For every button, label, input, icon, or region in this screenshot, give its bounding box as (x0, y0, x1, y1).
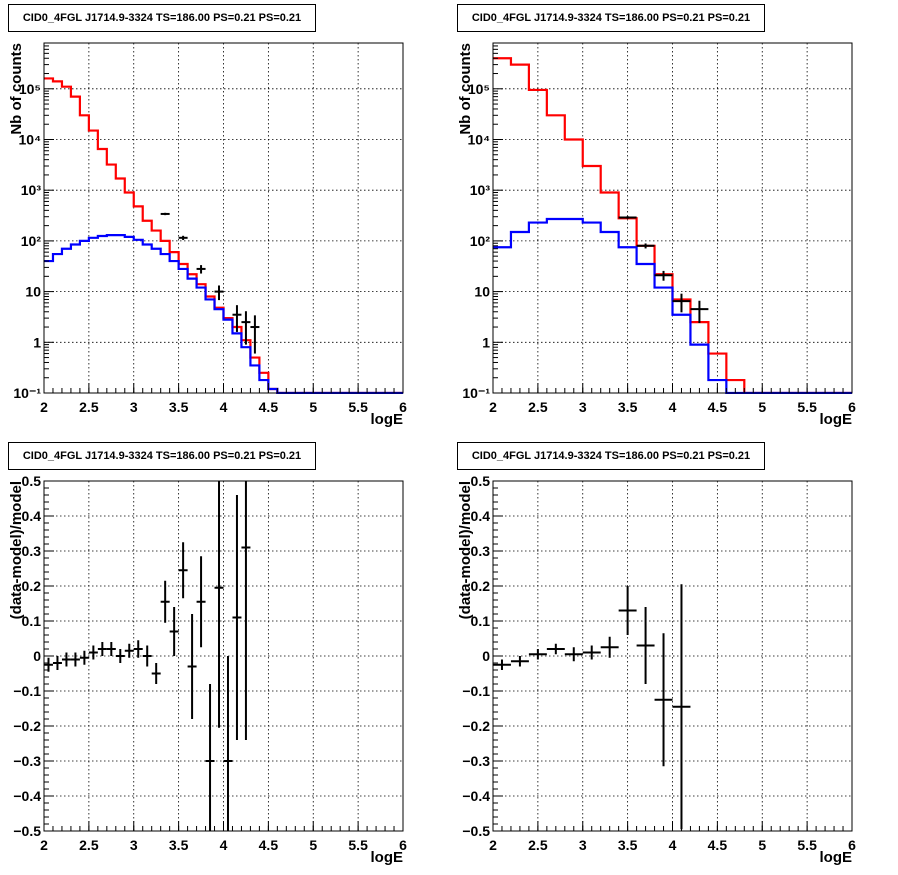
x-tick-label: 5 (758, 399, 766, 415)
y-tick-label: 0.4 (471, 508, 491, 524)
y-tick-label: 1 (482, 334, 490, 350)
x-tick-label: 6 (848, 399, 856, 415)
y-tick-label: −0.2 (13, 718, 41, 734)
x-tick-label: 6 (848, 837, 856, 853)
y-tick-label: 0.5 (22, 473, 42, 489)
x-tick-label: 5 (309, 399, 317, 415)
y-tick-label: 0.4 (22, 508, 42, 524)
y-tick-label: 0.5 (471, 473, 491, 489)
y-tick-label: −0.4 (13, 788, 41, 804)
y-tick-label: 0.2 (471, 578, 491, 594)
x-tick-label: 2 (40, 399, 48, 415)
x-tick-label: 4.5 (259, 399, 279, 415)
x-axis-title: logE (371, 849, 404, 866)
x-tick-label: 4.5 (708, 837, 728, 853)
x-tick-label: 3.5 (169, 837, 189, 853)
y-axis-title: (data-model)/model (457, 481, 474, 619)
y-tick-label: 1 (33, 334, 41, 350)
x-tick-label: 2.5 (79, 837, 99, 853)
y-tick-label: 10⁵ (19, 81, 41, 97)
y-tick-label: −0.1 (462, 683, 490, 699)
chart-title: CID0_4FGL J1714.9-3324 TS=186.00 PS=0.21… (457, 4, 765, 32)
x-tick-label: 5 (758, 837, 766, 853)
y-axis-title: Nb of counts (457, 43, 474, 135)
y-tick-label: 0 (33, 648, 41, 664)
y-tick-label: 10⁴ (468, 131, 491, 147)
x-tick-label: 4 (669, 837, 677, 853)
y-tick-label: 0 (482, 648, 490, 664)
y-tick-label: 10 (474, 284, 490, 300)
y-tick-label: −0.5 (462, 823, 490, 839)
x-tick-label: 3.5 (169, 399, 189, 415)
chart-title: CID0_4FGL J1714.9-3324 TS=186.00 PS=0.21… (457, 442, 765, 470)
y-tick-label: 0.1 (22, 613, 42, 629)
y-tick-label: 0.3 (22, 543, 42, 559)
y-tick-label: 0.3 (471, 543, 491, 559)
y-tick-label: 0.2 (22, 578, 42, 594)
y-tick-label: −0.3 (462, 753, 490, 769)
x-tick-label: 4.5 (708, 399, 728, 415)
y-tick-label: 10⁻¹ (13, 385, 41, 401)
x-tick-label: 2 (40, 837, 48, 853)
y-tick-label: −0.3 (13, 753, 41, 769)
pad-top-left: 2 2.5 3 3.5 4 4.5 5 5.5 6 10⁻¹ 1 10 10² 10³ 10⁴ 10⁵ logE… (0, 0, 449, 437)
x-tick-label: 4 (669, 399, 677, 415)
series-1-hist-line (493, 217, 852, 394)
y-tick-label: 10² (21, 233, 42, 249)
chart-title: CID0_4FGL J1714.9-3324 TS=186.00 PS=0.21… (8, 4, 316, 32)
x-axis-title: logE (820, 411, 853, 428)
x-tick-label: 6 (399, 399, 407, 415)
chart-residuals-fine: 2 2.5 3 3.5 4 4.5 5 5.5 6 −0.5 −0.4 −0.3 −0.2 −0.1 0 0.… (8, 473, 407, 866)
y-tick-label: 10⁻¹ (462, 385, 490, 401)
x-tick-label: 2.5 (528, 399, 548, 415)
x-tick-label: 3 (579, 399, 587, 415)
x-tick-label: 3 (130, 399, 138, 415)
x-tick-label: 3 (130, 837, 138, 853)
x-axis-title: logE (820, 849, 853, 866)
x-tick-label: 5.5 (797, 837, 817, 853)
x-tick-label: 4.5 (259, 837, 279, 853)
x-tick-label: 3.5 (618, 837, 638, 853)
x-tick-label: 4 (220, 399, 228, 415)
y-tick-label: 10⁴ (19, 131, 42, 147)
x-tick-label: 5 (309, 837, 317, 853)
y-tick-label: −0.1 (13, 683, 41, 699)
pad-bottom-right: 2 2.5 3 3.5 4 4.5 5 5.5 6 −0.5 −0.4 −0.3 −0.2 −0.1 0 0.… (449, 438, 898, 875)
x-tick-label: 5.5 (797, 399, 817, 415)
chart-counts-coarse: 2 2.5 3 3.5 4 4.5 5 5.5 6 10⁻¹ 1 10 10² 10³ 10⁴ 10⁵ logE… (457, 42, 856, 428)
y-tick-label: 10³ (470, 182, 491, 198)
chart-title: CID0_4FGL J1714.9-3324 TS=186.00 PS=0.21… (8, 442, 316, 470)
x-tick-label: 2 (489, 837, 497, 853)
y-axis-title: Nb of counts (8, 43, 25, 135)
x-tick-label: 4 (220, 837, 228, 853)
x-axis-title: logE (371, 411, 404, 428)
x-tick-label: 3.5 (618, 399, 638, 415)
x-tick-label: 5.5 (348, 837, 368, 853)
y-tick-label: −0.4 (462, 788, 490, 804)
x-tick-label: 2 (489, 399, 497, 415)
y-tick-label: 10³ (21, 182, 42, 198)
series-1-hist-line (44, 234, 403, 394)
x-tick-label: 3 (579, 837, 587, 853)
y-tick-label: 0.1 (471, 613, 491, 629)
y-tick-label: 10² (470, 233, 491, 249)
pad-top-right: 2 2.5 3 3.5 4 4.5 5 5.5 6 10⁻¹ 1 10 10² 10³ 10⁴ 10⁵ logE… (449, 0, 898, 437)
x-tick-label: 5.5 (348, 399, 368, 415)
chart-residuals-coarse: 2 2.5 3 3.5 4 4.5 5 5.5 6 −0.5 −0.4 −0.3 −0.2 −0.1 0 0.… (457, 473, 856, 866)
pad-bottom-left: 2 2.5 3 3.5 4 4.5 5 5.5 6 −0.5 −0.4 −0.3 −0.2 −0.1 0 0.… (0, 438, 449, 875)
y-axis-title: (data-model)/model (8, 481, 25, 619)
y-tick-label: −0.2 (462, 718, 490, 734)
y-tick-label: 10⁵ (468, 81, 490, 97)
y-tick-label: 10 (25, 284, 41, 300)
x-tick-label: 2.5 (528, 837, 548, 853)
y-tick-label: −0.5 (13, 823, 41, 839)
x-tick-label: 2.5 (79, 399, 99, 415)
chart-counts-fine: 2 2.5 3 3.5 4 4.5 5 5.5 6 10⁻¹ 1 10 10² 10³ 10⁴ 10⁵ logE… (8, 42, 407, 428)
x-tick-label: 6 (399, 837, 407, 853)
